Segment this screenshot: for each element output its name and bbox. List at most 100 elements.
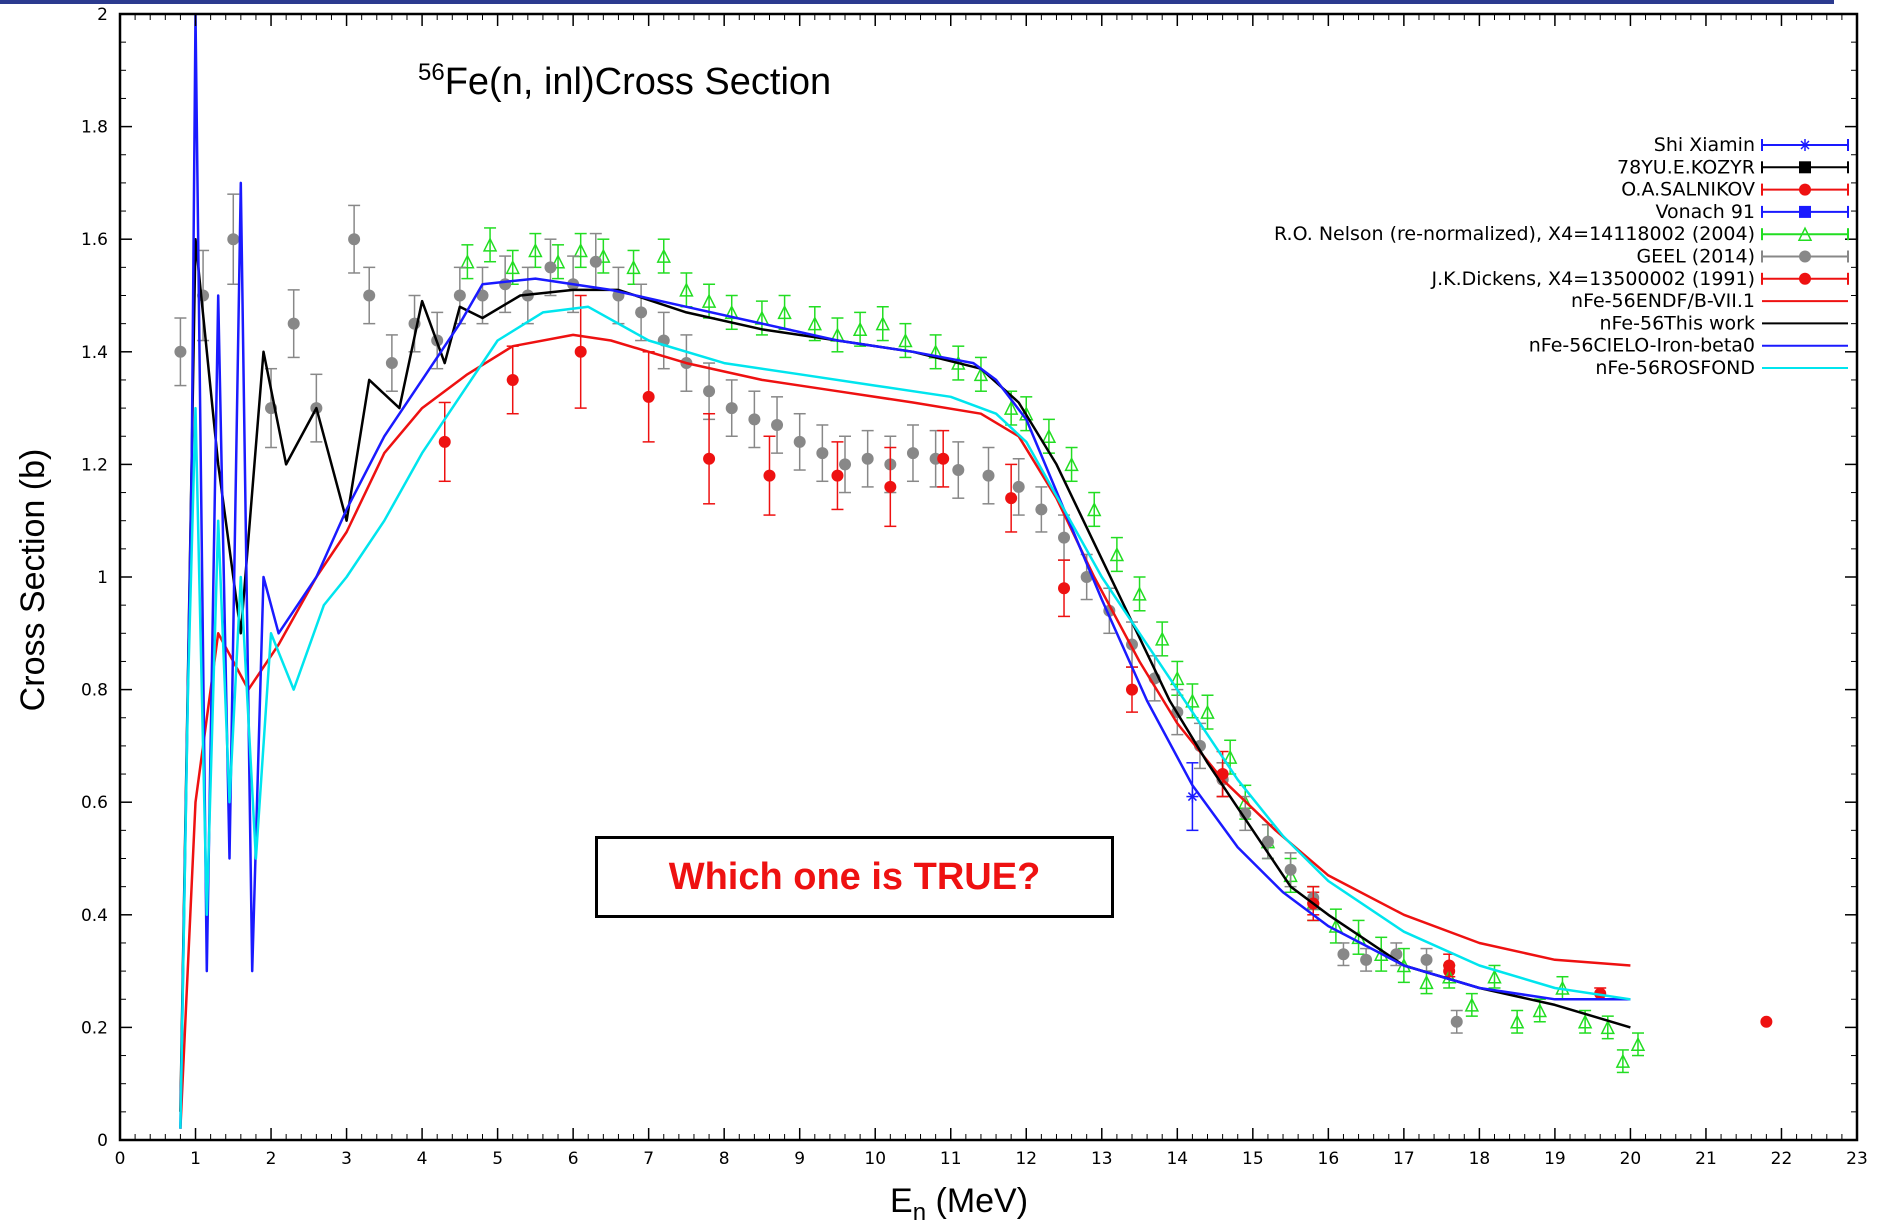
- legend-item: nFe-56CIELO-Iron-beta0: [1529, 335, 1848, 357]
- data-point: [574, 345, 587, 358]
- x-tick-label: 2: [266, 1149, 277, 1169]
- legend-item: O.A.SALNIKOV: [1621, 179, 1849, 201]
- y-tick-label: 0.6: [81, 793, 108, 813]
- chart-title: 56Fe(n, inl)Cross Section: [418, 59, 831, 103]
- data-point: [982, 469, 995, 482]
- legend-label: O.A.SALNIKOV: [1621, 179, 1755, 201]
- series-line: [179, 305, 1631, 1129]
- data-point: [906, 447, 919, 460]
- legend-label: nFe-56CIELO-Iron-beta0: [1529, 335, 1755, 357]
- title-superscript: 56: [418, 59, 445, 86]
- y-tick-label: 2: [97, 5, 108, 25]
- data-point: [505, 259, 520, 275]
- y-tick-label: 1.2: [81, 455, 108, 475]
- legend-marker: [1799, 205, 1811, 218]
- data-point: [348, 233, 361, 246]
- data-point: [1003, 400, 1019, 415]
- legend-label: GEEL (2014): [1636, 246, 1755, 268]
- legend-marker: [1799, 139, 1811, 151]
- data-point: [476, 289, 489, 302]
- data-point: [1337, 948, 1350, 961]
- data-point: [642, 390, 655, 403]
- data-point: [748, 413, 761, 426]
- x-tick-label: 1: [190, 1149, 201, 1169]
- data-point: [875, 315, 890, 331]
- data-point: [550, 254, 566, 269]
- data-point: [506, 373, 519, 386]
- x-tick-label: 8: [719, 1149, 730, 1169]
- x-tick-label: 5: [492, 1149, 503, 1169]
- data-point: [528, 242, 543, 258]
- x-tick-label: 3: [341, 1149, 352, 1169]
- legend-label: R.O. Nelson (re-normalized), X4=14118002…: [1274, 223, 1755, 245]
- x-tick-label: 14: [1166, 1149, 1188, 1169]
- xlabel-suffix: (MeV): [926, 1182, 1028, 1220]
- series-2: [1216, 762, 1607, 1000]
- data-point: [725, 402, 738, 415]
- y-tick-label: 1: [97, 568, 108, 588]
- data-point: [1132, 586, 1147, 601]
- x-tick-label: 0: [115, 1149, 126, 1169]
- xlabel-main: E: [890, 1182, 913, 1220]
- x-tick-label: 21: [1695, 1149, 1717, 1169]
- data-point: [1420, 953, 1433, 966]
- question-annotation-text: Which one is TRUE?: [668, 855, 1041, 898]
- data-point: [1615, 1053, 1631, 1068]
- data-point: [807, 315, 823, 331]
- data-point: [679, 282, 694, 297]
- data-point: [1200, 704, 1215, 719]
- data-point: [771, 418, 784, 431]
- data-point: [1012, 480, 1025, 493]
- legend-label: J.K.Dickens, X4=13500002 (1991): [1431, 268, 1755, 290]
- data-point: [703, 385, 716, 398]
- data-point: [777, 304, 792, 320]
- data-point: [1509, 1014, 1525, 1029]
- data-point: [1058, 582, 1071, 595]
- data-point: [656, 248, 671, 263]
- x-tick-label: 15: [1242, 1149, 1264, 1169]
- data-point: [816, 447, 829, 460]
- data-point: [1261, 835, 1274, 848]
- data-point: [703, 452, 716, 465]
- legend-item: nFe-56This work: [1600, 312, 1848, 334]
- legend-marker: [1799, 183, 1811, 196]
- data-point: [898, 332, 913, 348]
- data-point: [1064, 456, 1079, 472]
- data-point: [1170, 670, 1185, 686]
- xlabel-subscript: n: [913, 1199, 926, 1226]
- y-tick-label: 0.2: [81, 1018, 108, 1038]
- y-tick-label: 1.4: [81, 343, 108, 363]
- series-8: [179, 237, 1631, 1112]
- data-point: [1109, 546, 1125, 562]
- data-point: [596, 248, 611, 263]
- data-point: [937, 452, 950, 465]
- data-point: [724, 304, 739, 320]
- x-tick-label: 11: [940, 1149, 962, 1169]
- x-tick-label: 6: [568, 1149, 579, 1169]
- data-point: [1185, 693, 1200, 708]
- data-point: [1328, 918, 1344, 933]
- data-point: [1041, 428, 1057, 443]
- data-point: [482, 237, 498, 252]
- legend-marker: [1799, 161, 1811, 174]
- x-tick-label: 16: [1318, 1149, 1340, 1169]
- data-point: [1450, 1015, 1463, 1028]
- legend-marker: [1797, 226, 1813, 241]
- data-point: [1600, 1019, 1615, 1035]
- y-tick-label: 1.6: [81, 230, 108, 250]
- legend-label: nFe-56ROSFOND: [1595, 357, 1755, 379]
- data-point: [839, 458, 852, 471]
- data-point: [438, 435, 451, 448]
- data-point: [1154, 631, 1170, 646]
- data-point: [1360, 953, 1373, 966]
- data-point: [973, 366, 989, 382]
- data-point: [499, 278, 512, 291]
- data-point: [884, 480, 897, 493]
- x-tick-label: 20: [1620, 1149, 1642, 1169]
- x-tick-label: 4: [417, 1149, 428, 1169]
- data-point: [453, 289, 466, 302]
- data-point: [763, 469, 776, 482]
- legend-item: R.O. Nelson (re-normalized), X4=14118002…: [1274, 223, 1849, 245]
- data-point: [1487, 969, 1502, 984]
